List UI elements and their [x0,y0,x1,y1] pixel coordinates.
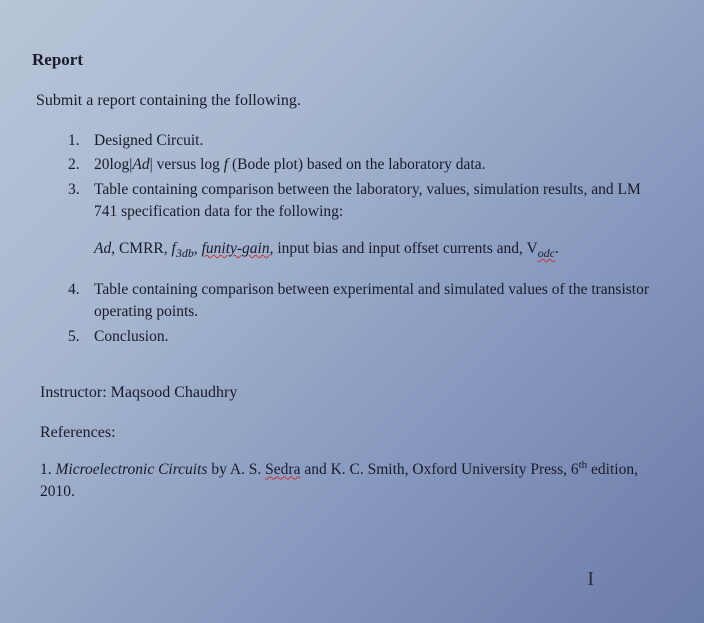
intro-text: Submit a report containing the following… [36,92,666,110]
text-span: Sedra [265,462,300,479]
list-text: Table containing comparison between expe… [94,279,666,324]
text-span: , CMRR, [111,240,171,257]
list-text: Conclusion. [94,326,666,348]
list-item: 3.Table containing comparison between th… [68,179,666,224]
text-span: 3db [176,246,194,260]
text-span: by A. S. [207,462,265,479]
text-span: , [194,240,202,257]
report-heading: Report [32,50,666,70]
text-span: Designed Circuit. [94,132,203,149]
text-span: Table containing comparison between expe… [94,281,649,320]
text-span: , input bias and input offset currents a… [270,240,538,257]
instructor-label: Instructor: [40,384,111,401]
text-span: th [579,459,588,471]
text-span: and K. C. Smith, Oxford University Press… [300,462,578,479]
list-number: 3. [68,179,94,224]
text-span: Ad [132,156,149,173]
reference-1: 1. Microelectronic Circuits by A. S. Sed… [40,458,666,503]
list-item: 5.Conclusion. [68,326,666,348]
text-span: (Bode plot) based on the laboratory data… [228,156,485,173]
list-text: Table containing comparison between the … [94,179,666,224]
references-label: References: [40,424,666,442]
list-item: 2.20log|Ad| versus log f (Bode plot) bas… [68,154,666,176]
text-span: Conclusion. [94,328,169,345]
instructor-line: Instructor: Maqsood Chaudhry [40,384,666,402]
text-span: Ad [94,240,111,257]
list-block-2: 4.Table containing comparison between ex… [68,279,666,348]
text-span: | versus log [150,156,224,173]
list-number: 1. [68,130,94,152]
text-span: 20log| [94,156,132,173]
list-number: 4. [68,279,94,324]
document-page: Report Submit a report containing the fo… [32,50,666,503]
list-number: 2. [68,154,94,176]
list-text: Designed Circuit. [94,130,666,152]
text-cursor-icon: I [587,568,594,591]
text-span: Microelectronic Circuits [56,462,208,479]
text-span: Table containing comparison between the … [94,181,641,220]
list-item: 4.Table containing comparison between ex… [68,279,666,324]
list-number: 5. [68,326,94,348]
text-span: . [555,240,559,257]
instructor-name: Maqsood Chaudhry [111,384,238,401]
text-span: 1. [40,462,56,479]
list-block-1: 1.Designed Circuit.2.20log|Ad| versus lo… [68,130,666,224]
parameters-line: Ad, CMRR, f3db, funity-gain, input bias … [94,240,666,261]
text-span: odc [538,246,555,260]
list-text: 20log|Ad| versus log f (Bode plot) based… [94,154,666,176]
text-span: funity-gain [202,240,270,257]
list-item: 1.Designed Circuit. [68,130,666,152]
